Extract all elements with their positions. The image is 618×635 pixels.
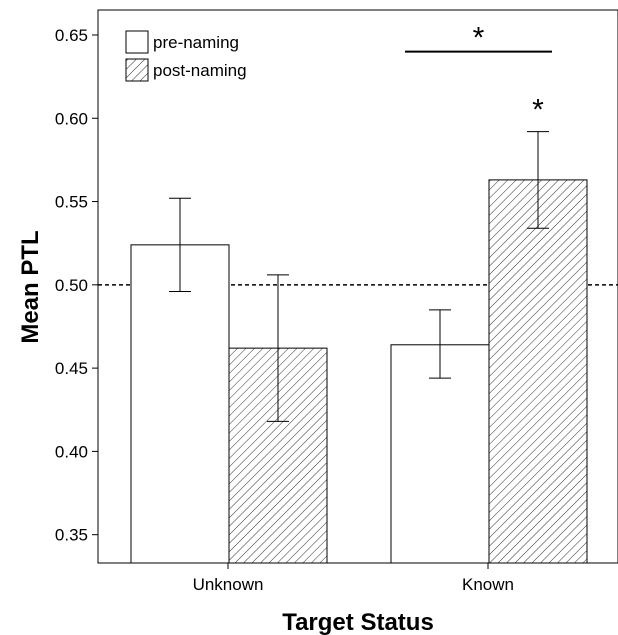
y-tick-label: 0.40	[55, 442, 88, 461]
bar-pre-naming-unknown	[130, 244, 230, 564]
annotations: **	[405, 22, 552, 127]
significance-star-bracket: *	[473, 22, 485, 55]
x-axis-title: Target Status	[282, 609, 434, 635]
plot-frame	[97, 9, 618, 564]
legend-swatch-post-naming	[125, 58, 149, 82]
legend: pre-naming post-naming	[125, 30, 247, 82]
legend-swatch-pre-naming	[125, 30, 149, 54]
y-tick-label: 0.65	[55, 26, 88, 45]
significance-star-bar: *	[532, 94, 544, 127]
legend-label-pre-naming: pre-naming	[153, 33, 239, 52]
y-tick-label: 0.55	[55, 193, 88, 212]
bars	[130, 179, 588, 564]
x-tick-label: Known	[462, 575, 514, 594]
y-tick-label: 0.60	[55, 109, 88, 128]
legend-label-post-naming: post-naming	[153, 61, 247, 80]
y-axis: 0.35 0.40 0.45 0.50 0.55 0.60 0.65	[55, 26, 98, 545]
error-bars	[169, 131, 549, 422]
x-axis: Unknown Known	[193, 563, 514, 594]
y-axis-title: Mean PTL	[17, 230, 44, 343]
x-tick-label: Unknown	[193, 575, 264, 594]
bar-post-naming-known	[488, 179, 588, 564]
y-tick-label: 0.35	[55, 526, 88, 545]
bar-pre-naming-known	[390, 344, 490, 564]
y-tick-label: 0.45	[55, 359, 88, 378]
y-tick-label: 0.50	[55, 276, 88, 295]
